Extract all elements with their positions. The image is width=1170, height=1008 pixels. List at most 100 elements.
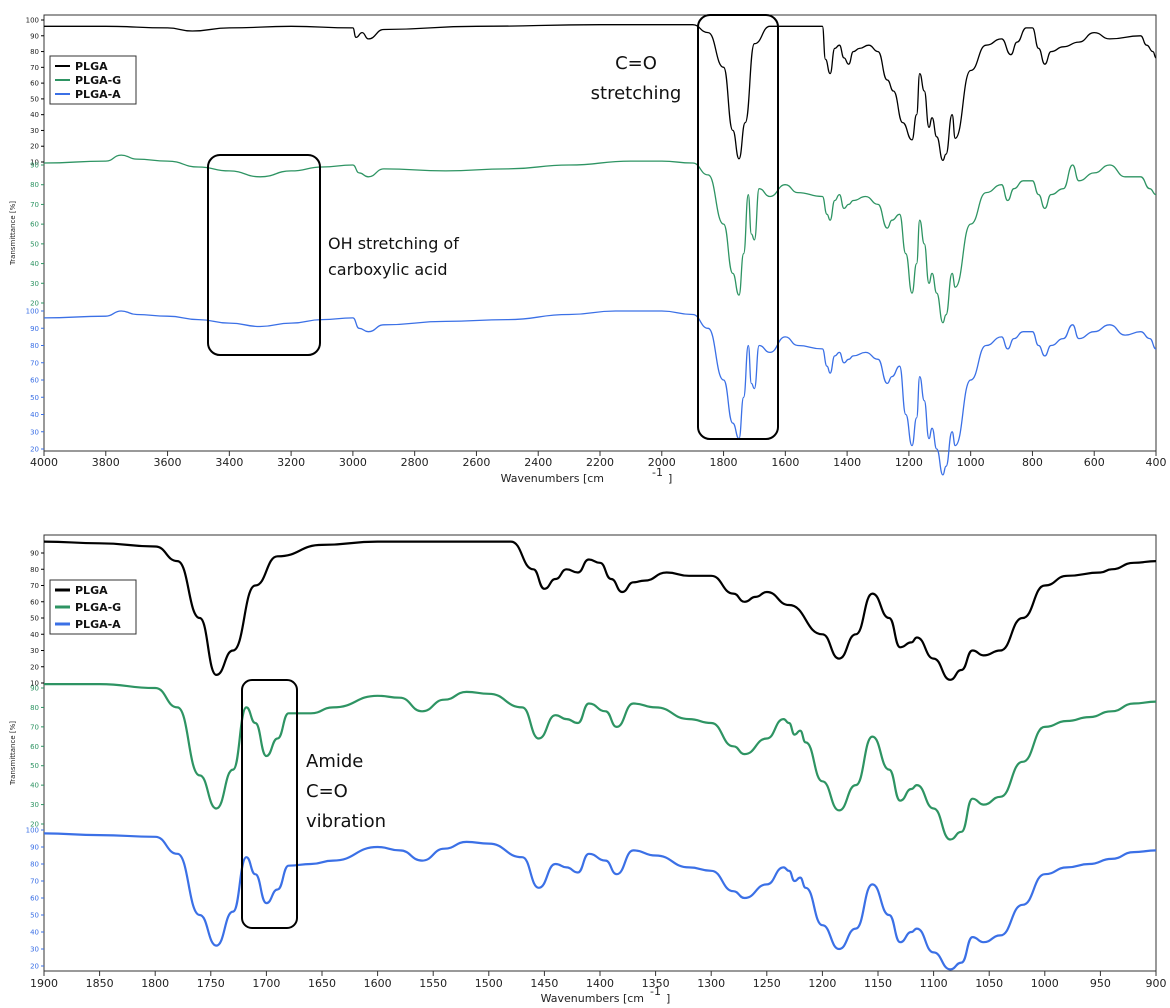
top-y-tick-label: 90 <box>30 325 39 333</box>
top-x-tick-label: 1000 <box>957 456 985 469</box>
top-x-tick-label: 400 <box>1146 456 1167 469</box>
bottom-legend-label-plga: PLGA <box>75 584 108 597</box>
bottom-y-axis: 9080706050403020109080706050403020100908… <box>26 550 44 971</box>
top-y-tick-label: 60 <box>30 80 39 88</box>
bottom-x-tick-label: 950 <box>1090 977 1111 990</box>
bottom-y-tick-label: 20 <box>30 963 39 971</box>
bottom-y-tick-label: 90 <box>30 550 39 558</box>
bottom-x-tick-label: 1350 <box>642 977 670 990</box>
bottom-y-tick-label: 50 <box>30 615 39 623</box>
top-y-tick-label: 90 <box>30 32 39 40</box>
top-y-tick-label: 50 <box>30 240 39 248</box>
top-y-tick-label: 100 <box>26 17 39 25</box>
top-chart: 4000 3800 3600 3400 3200 3000 2800 2600 2400 2200… <box>9 14 1167 485</box>
top-y-tick-label: 10 <box>30 159 39 167</box>
top-x-tick-label: 1800 <box>710 456 738 469</box>
bottom-x-tick-label: 1800 <box>141 977 169 990</box>
top-x-tick-label: 1600 <box>771 456 799 469</box>
bottom-series-line-plga <box>43 540 1157 681</box>
top-series-lines <box>43 24 1157 476</box>
bottom-y-tick-label: 80 <box>30 704 39 712</box>
top-x-axis: 4000 3800 3600 3400 3200 3000 2800 2600 2400 2200… <box>30 451 1167 469</box>
bottom-y-tick-label: 50 <box>30 912 39 920</box>
top-x-axis-label: Wavenumbers [cm <box>501 472 604 485</box>
bottom-x-axis-label: Wavenumbers [cm <box>541 992 644 1005</box>
bottom-x-axis-label-close: ] <box>666 992 670 1005</box>
top-y-tick-label: 50 <box>30 95 39 103</box>
bottom-x-tick-label: 1850 <box>86 977 114 990</box>
top-x-tick-label: 3400 <box>215 456 243 469</box>
top-annotation-co-line1: C=O <box>615 53 657 74</box>
bottom-annotation-amide-line1: Amide <box>306 751 363 772</box>
bottom-y-tick-label: 70 <box>30 723 39 731</box>
top-x-tick-label: 1200 <box>895 456 923 469</box>
top-series-line-plga <box>44 24 1157 162</box>
top-x-axis-label-close: ] <box>668 472 672 485</box>
top-y-tick-label: 70 <box>30 359 39 367</box>
bottom-annotation-amide-line2: C=O <box>306 781 348 802</box>
bottom-y-tick-label: 60 <box>30 598 39 606</box>
bottom-y-axis-label: Transmittance [%] <box>9 721 17 786</box>
top-plot-frame <box>43 14 1157 452</box>
bottom-plot-frame <box>43 534 1157 972</box>
top-x-tick-label: 3000 <box>339 456 367 469</box>
bottom-annotation-amide-line3: vibration <box>306 811 386 832</box>
bottom-y-tick-label: 80 <box>30 566 39 574</box>
top-x-tick-label: 600 <box>1084 456 1105 469</box>
top-y-tick-label: 60 <box>30 221 39 229</box>
bottom-x-tick-label: 1450 <box>530 977 558 990</box>
bottom-y-tick-label: 100 <box>26 827 39 835</box>
bottom-y-tick-label: 40 <box>30 929 39 937</box>
top-y-tick-label: 40 <box>30 260 39 268</box>
bottom-x-tick-label: 1550 <box>419 977 447 990</box>
bottom-x-tick-label: 1300 <box>697 977 725 990</box>
top-y-tick-label: 40 <box>30 411 39 419</box>
top-y-tick-label: 20 <box>30 446 39 454</box>
top-legend-label-plga-a: PLGA-A <box>75 88 121 101</box>
top-y-tick-label: 30 <box>30 127 39 135</box>
top-y-tick-label: 30 <box>30 280 39 288</box>
top-x-tick-label: 2200 <box>586 456 614 469</box>
top-legend-label-plga-g: PLGA-G <box>75 74 121 87</box>
bottom-y-tick-label: 30 <box>30 946 39 954</box>
bottom-y-tick-label: 70 <box>30 878 39 886</box>
top-y-tick-label: 70 <box>30 64 39 72</box>
bottom-y-tick-label: 60 <box>30 743 39 751</box>
bottom-chart: 1900 1850 1800 1750 1700 1650 1600 1550 1500 1450… <box>9 534 1167 1005</box>
bottom-y-tick-label: 10 <box>30 680 39 688</box>
top-y-axis-label: Transmittance [%] <box>9 201 17 266</box>
bottom-annotation-box-amide <box>241 679 298 929</box>
bottom-x-axis: 1900 1850 1800 1750 1700 1650 1600 1550 1500 1450… <box>30 971 1167 990</box>
top-y-tick-label: 80 <box>30 181 39 189</box>
bottom-legend: PLGA PLGA-G PLGA-A <box>49 579 137 635</box>
top-y-tick-label: 100 <box>26 308 39 316</box>
bottom-y-tick-label: 80 <box>30 861 39 869</box>
bottom-y-tick-label: 50 <box>30 762 39 770</box>
top-series-line-plga-a <box>43 310 1157 476</box>
bottom-x-tick-label: 1700 <box>252 977 280 990</box>
bottom-series-lines <box>43 540 1157 971</box>
top-x-tick-label: 3600 <box>154 456 182 469</box>
top-y-tick-label: 80 <box>30 342 39 350</box>
top-legend-label-plga: PLGA <box>75 60 108 73</box>
top-y-axis: 100 90 80 70 60 50 40 30 20 10 90 80 70 60 50 40 30 20 100… <box>26 17 44 454</box>
bottom-y-tick-label: 60 <box>30 895 39 903</box>
bottom-y-tick-label: 40 <box>30 631 39 639</box>
bottom-y-tick-label: 70 <box>30 582 39 590</box>
bottom-legend-label-plga-g: PLGA-G <box>75 601 121 614</box>
top-series-line-plga-g <box>43 154 1157 324</box>
bottom-y-tick-label: 20 <box>30 663 39 671</box>
top-y-tick-label: 20 <box>30 143 39 151</box>
bottom-x-tick-label: 1400 <box>586 977 614 990</box>
bottom-x-tick-label: 1150 <box>864 977 892 990</box>
top-x-tick-label: 2600 <box>462 456 490 469</box>
top-y-tick-label: 30 <box>30 428 39 436</box>
top-annotation-oh-line2: carboxylic acid <box>328 260 448 279</box>
bottom-x-tick-label: 1900 <box>30 977 58 990</box>
bottom-x-tick-label: 1200 <box>808 977 836 990</box>
bottom-x-axis-label-exponent: -1 <box>650 985 661 998</box>
top-y-tick-label: 70 <box>30 201 39 209</box>
top-y-tick-label: 40 <box>30 111 39 119</box>
top-y-tick-label: 80 <box>30 48 39 56</box>
top-annotation-box-co <box>697 14 779 440</box>
